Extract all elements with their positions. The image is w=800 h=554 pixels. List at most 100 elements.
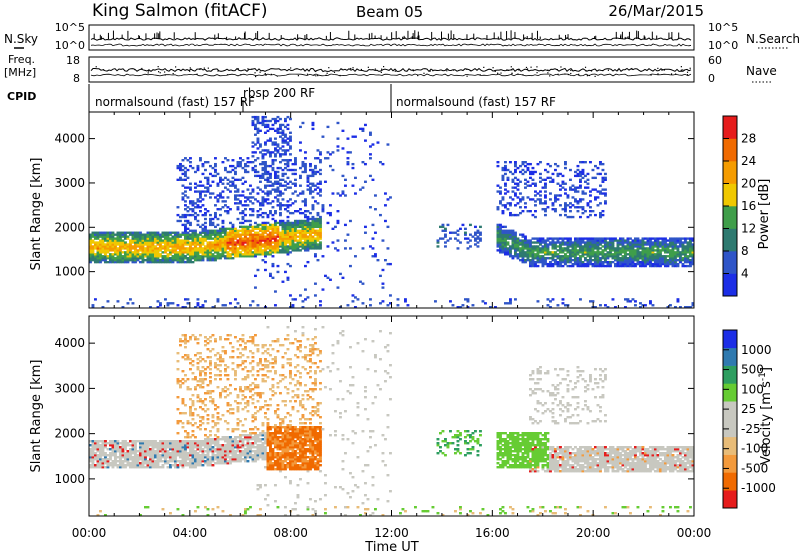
- heatmap-cell: [601, 213, 605, 217]
- heatmap-cell: [501, 251, 505, 254]
- heatmap-cell: [256, 235, 260, 238]
- heatmap-cell: [129, 241, 132, 244]
- heatmap-cell: [501, 168, 505, 172]
- heatmap-cell: [164, 241, 167, 244]
- heatmap-cell: [244, 241, 247, 244]
- heatmap-cell: [111, 442, 115, 445]
- heatmap-cell: [164, 257, 167, 260]
- heatmap-cell: [194, 436, 197, 439]
- heatmap-cell: [189, 186, 192, 189]
- heatmap-cell: [664, 249, 667, 252]
- heatmap-cell: [579, 172, 582, 176]
- heatmap-cell: [251, 202, 255, 205]
- heatmap-cell: [231, 176, 235, 180]
- heatmap-cell: [114, 251, 117, 254]
- heatmap-cell: [589, 194, 592, 197]
- heatmap-cell: [259, 176, 262, 180]
- heatmap-cell: [309, 211, 312, 215]
- heatmap-cell: [236, 208, 240, 211]
- frequency-dot: [380, 71, 382, 74]
- power-data-cells: [89, 115, 695, 309]
- heatmap-cell: [206, 249, 210, 252]
- heatmap-cell: [249, 229, 252, 232]
- heatmap-cell: [266, 213, 270, 217]
- heatmap-cell: [669, 257, 672, 260]
- heatmap-cell: [164, 452, 167, 455]
- heatmap-cell: [154, 259, 157, 262]
- heatmap-cell: [674, 255, 677, 258]
- heatmap-cell: [364, 123, 367, 127]
- heatmap-cell: [186, 239, 190, 242]
- station-title: King Salmon (fitACF): [92, 1, 268, 21]
- heatmap-cell: [406, 304, 410, 307]
- heatmap-cell: [644, 264, 647, 268]
- heatmap-cell: [286, 200, 290, 203]
- heatmap-cell: [666, 239, 670, 242]
- frequency-dot: [536, 72, 538, 74]
- heatmap-cell: [106, 251, 110, 254]
- heatmap-cell: [306, 243, 310, 246]
- frequency-dot: [590, 70, 593, 72]
- heatmap-cell: [544, 186, 547, 189]
- heatmap-cell: [119, 260, 122, 264]
- heatmap-cell: [389, 302, 392, 305]
- frequency-dot: [328, 67, 330, 69]
- heatmap-cell: [566, 196, 570, 199]
- heatmap-cell: [219, 338, 222, 341]
- frequency-dot: [683, 69, 685, 71]
- heatmap-cell: [181, 452, 185, 455]
- heatmap-cell: [196, 444, 200, 447]
- frequency-dot: [585, 70, 587, 72]
- heatmap-cell: [304, 221, 307, 225]
- heatmap-cell: [531, 253, 535, 256]
- noise-left-tick-high: 10^5: [55, 21, 85, 34]
- heatmap-cell: [249, 253, 252, 256]
- heatmap-cell: [621, 239, 625, 242]
- heatmap-cell: [691, 253, 695, 256]
- frequency-dot: [492, 67, 494, 69]
- heatmap-cell: [634, 241, 637, 244]
- heatmap-cell: [206, 348, 210, 351]
- heatmap-cell: [291, 237, 295, 240]
- heatmap-cell: [656, 262, 660, 266]
- heatmap-cell: [109, 239, 112, 242]
- heatmap-cell: [176, 253, 180, 256]
- heatmap-cell: [289, 168, 292, 172]
- heatmap-cell: [121, 239, 125, 242]
- heatmap-cell: [134, 458, 137, 461]
- heatmap-cell: [659, 255, 662, 258]
- heatmap-cell: [529, 253, 532, 256]
- heatmap-cell: [601, 251, 605, 254]
- heatmap-cell: [626, 257, 630, 260]
- heatmap-cell: [276, 143, 280, 146]
- heatmap-cell: [144, 233, 147, 236]
- heatmap-cell: [289, 186, 292, 189]
- heatmap-cell: [224, 237, 227, 240]
- heatmap-cell: [161, 448, 165, 451]
- frequency-dot: [203, 67, 205, 69]
- heatmap-cell: [181, 466, 185, 469]
- heatmap-cell: [141, 245, 145, 248]
- heatmap-cell: [639, 255, 642, 258]
- frequency-dot: [631, 67, 633, 70]
- heatmap-cell: [651, 259, 655, 262]
- heatmap-cell: [601, 192, 605, 195]
- heatmap-cell: [634, 245, 637, 248]
- heatmap-cell: [234, 231, 237, 234]
- heatmap-cell: [291, 229, 295, 232]
- heatmap-cell: [206, 245, 210, 248]
- heatmap-cell: [536, 300, 540, 303]
- heatmap-cell: [169, 243, 172, 246]
- heatmap-cell: [234, 178, 237, 181]
- heatmap-cell: [109, 454, 112, 457]
- heatmap-cell: [621, 260, 625, 264]
- frequency-dot: [333, 71, 336, 73]
- heatmap-cell: [306, 210, 310, 213]
- heatmap-cell: [284, 184, 287, 187]
- heatmap-cell: [129, 466, 132, 469]
- heatmap-cell: [156, 239, 160, 242]
- heatmap-cell: [116, 233, 120, 236]
- heatmap-cell: [274, 117, 277, 121]
- heatmap-cell: [184, 442, 187, 445]
- heatmap-cell: [659, 241, 662, 244]
